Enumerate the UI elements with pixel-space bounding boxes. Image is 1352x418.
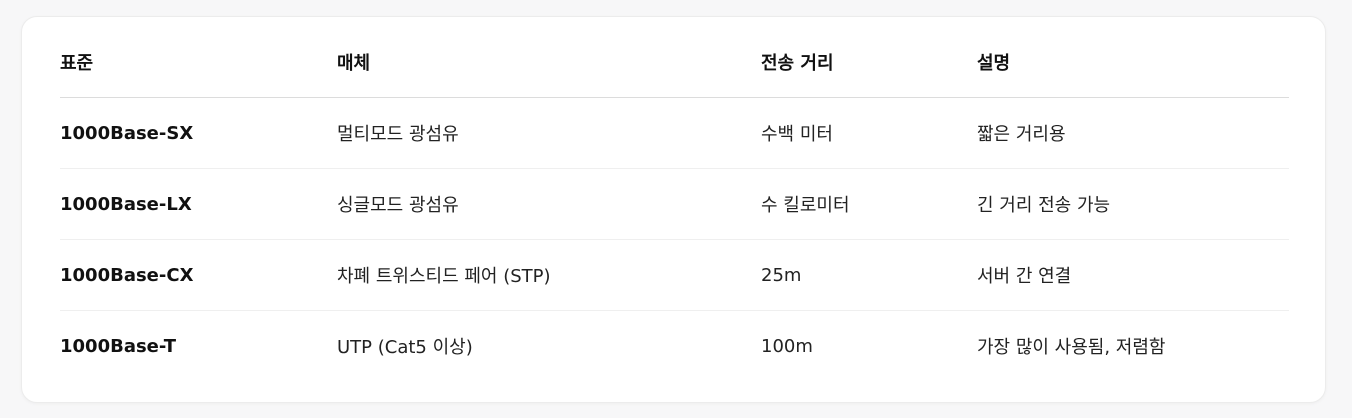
header-standard: 표준 xyxy=(60,26,337,98)
cell-distance: 25m xyxy=(761,239,977,311)
cell-medium: 차폐 트위스티드 페어 (STP) xyxy=(337,239,761,311)
cell-description: 짧은 거리용 xyxy=(977,97,1289,169)
header-description: 설명 xyxy=(977,26,1289,98)
header-medium: 매체 xyxy=(337,26,761,98)
cell-medium: 멀티모드 광섬유 xyxy=(337,97,761,169)
cell-distance: 수백 미터 xyxy=(761,97,977,169)
cell-description: 서버 간 연결 xyxy=(977,239,1289,311)
cell-standard: 1000Base-CX xyxy=(60,239,337,311)
cell-description: 가장 많이 사용됨, 저렴함 xyxy=(977,337,1166,358)
cell-distance: 100m xyxy=(761,335,813,357)
table-row: 1000Base-CX 차폐 트위스티드 페어 (STP) 25m 서버 간 연… xyxy=(60,239,1289,311)
table-row: 1000Base-LX 싱글모드 광섬유 수 킬로미터 긴 거리 전송 가능 xyxy=(60,168,1289,240)
cell-description: 긴 거리 전송 가능 xyxy=(977,168,1289,240)
header-distance: 전송 거리 xyxy=(761,26,977,98)
cell-standard: 1000Base-T xyxy=(60,335,176,357)
standards-table: 표준 매체 전송 거리 설명 1000Base-SX 멀티모드 광섬유 수백 미… xyxy=(60,26,1289,381)
table-header-row: 표준 매체 전송 거리 설명 xyxy=(60,26,1289,98)
cell-standard: 1000Base-SX xyxy=(60,97,337,169)
table-row: 1000Base-SX 멀티모드 광섬유 수백 미터 짧은 거리용 xyxy=(60,97,1289,169)
cell-medium: UTP (Cat5 이상) xyxy=(337,337,473,358)
table-row: 1000Base-T UTP (Cat5 이상) 100m 가장 많이 사용됨,… xyxy=(60,311,1289,382)
table-card: 표준 매체 전송 거리 설명 1000Base-SX 멀티모드 광섬유 수백 미… xyxy=(21,16,1326,403)
cell-medium: 싱글모드 광섬유 xyxy=(337,168,761,240)
cell-standard: 1000Base-LX xyxy=(60,168,337,240)
cell-distance: 수 킬로미터 xyxy=(761,168,977,240)
